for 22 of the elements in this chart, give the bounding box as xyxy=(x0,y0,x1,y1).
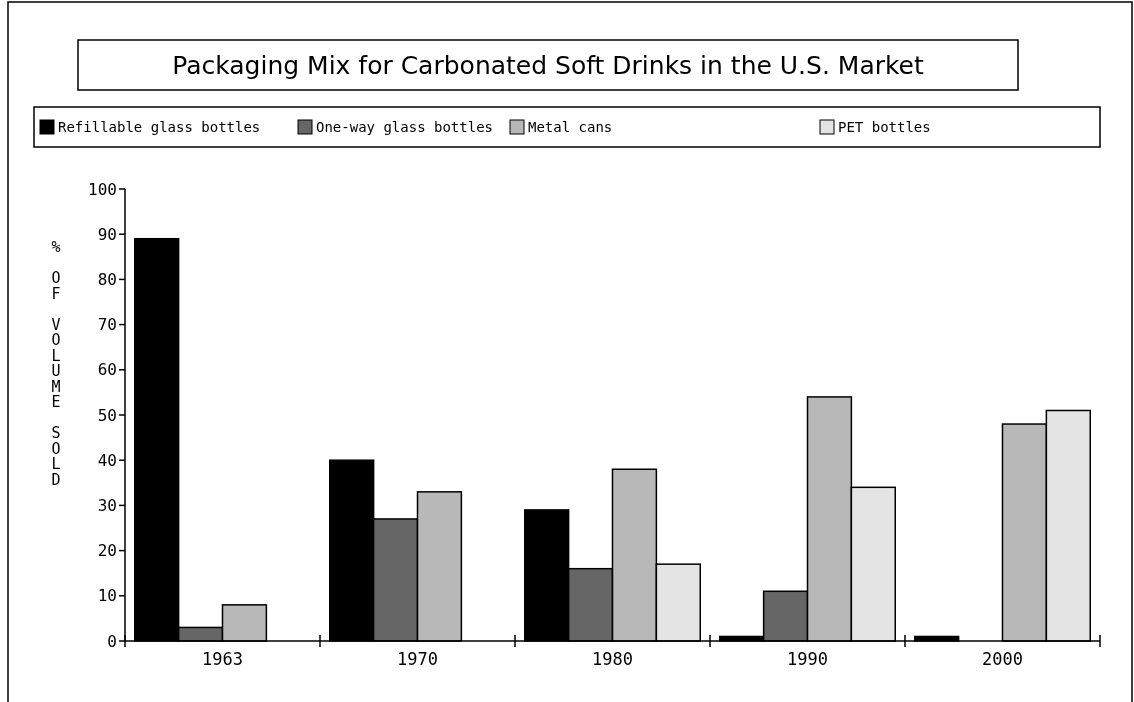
y-tick-label: 60 xyxy=(97,360,117,380)
x-tick-label: 1963 xyxy=(202,649,243,669)
y-tick-label: 40 xyxy=(97,450,117,470)
y-tick-label: 20 xyxy=(97,541,117,561)
text: % OF VOLUME SOLD xyxy=(51,238,61,489)
x-tick-label: 1980 xyxy=(592,649,633,669)
chart-title: Packaging Mix for Carbonated Soft Drinks in the U.S. Market xyxy=(172,51,924,80)
x-tick-label: 2000 xyxy=(982,649,1023,669)
y-tick-label: 70 xyxy=(97,315,117,335)
legend-label: PET bottles xyxy=(838,119,931,135)
legend-label: Refillable glass bottles xyxy=(58,119,261,135)
y-tick-label: 30 xyxy=(97,496,117,515)
y-tick-label: 80 xyxy=(97,270,117,289)
y-tick-label: 0 xyxy=(107,631,117,651)
legend-label: Metal cans xyxy=(528,119,613,135)
y-tick-label: 10 xyxy=(97,586,117,606)
x-tick-label: 1990 xyxy=(787,649,828,669)
y-tick-label: 50 xyxy=(97,405,117,425)
x-tick-label: 1970 xyxy=(397,649,438,669)
y-tick-label: 90 xyxy=(97,224,117,244)
legend-label: One-way glass bottles xyxy=(316,119,494,135)
y-tick-label: 100 xyxy=(88,179,117,199)
